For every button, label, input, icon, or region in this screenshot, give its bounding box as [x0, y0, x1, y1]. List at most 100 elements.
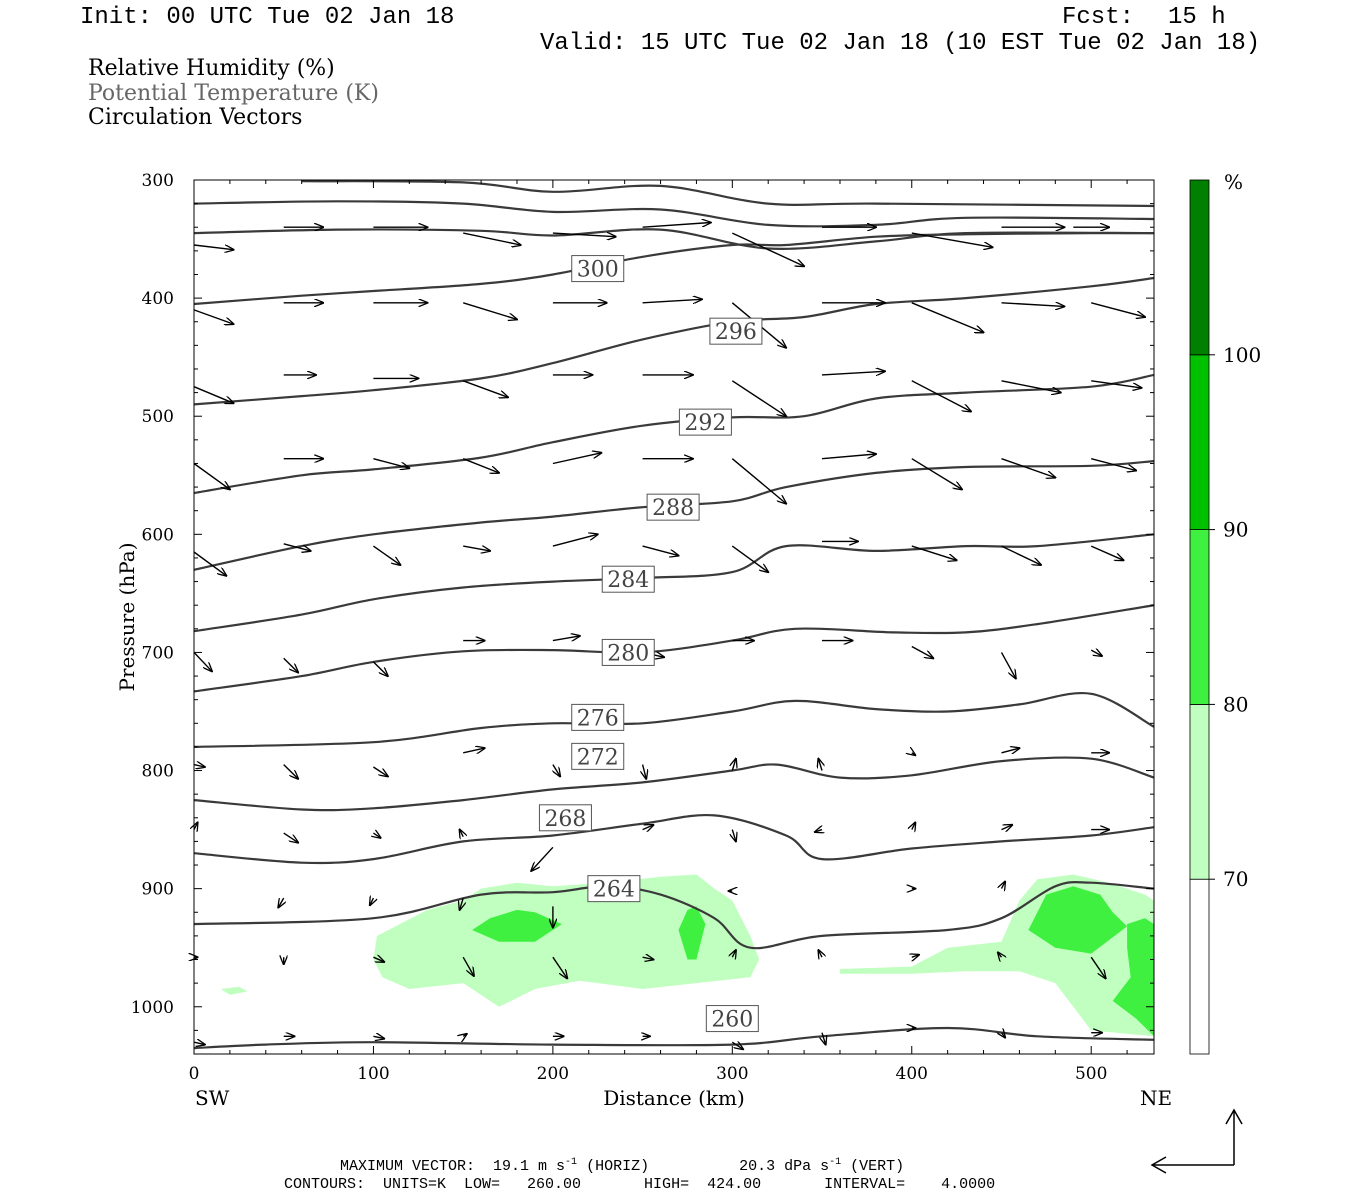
- colorbar-label: 100: [1223, 343, 1261, 367]
- circulation-vector: [283, 764, 298, 779]
- circulation-vector: [821, 454, 876, 460]
- circulation-vector: [1091, 302, 1145, 317]
- contour-label-276: 276: [577, 706, 619, 731]
- contour-label-292: 292: [684, 411, 726, 436]
- circulation-vector: [193, 651, 212, 671]
- colorbar-label: 80: [1223, 692, 1248, 716]
- circulation-vector: [818, 759, 822, 771]
- contour-label-box-292: [678, 408, 732, 436]
- circulation-vector: [552, 453, 601, 465]
- circulation-vector: [552, 534, 598, 547]
- theta-contour-276: [194, 691, 1154, 748]
- circulation-vector: [1091, 380, 1141, 388]
- rh-region-70-1: [220, 986, 248, 995]
- circulation-vector: [193, 765, 205, 767]
- colorbar-label: 90: [1223, 518, 1248, 542]
- circulation-vector: [732, 232, 804, 266]
- circulation-vector: [1002, 882, 1006, 889]
- max-vector-horiz-value: MAXIMUM VECTOR: 19.1 m s: [340, 1158, 566, 1175]
- max-vector-vert-value: 20.3 dPa s: [739, 1158, 830, 1175]
- x-axis-title: Distance (km): [603, 1086, 745, 1110]
- circulation-vector: [373, 1036, 384, 1038]
- x-end-label-sw: SW: [195, 1086, 230, 1110]
- circulation-vector: [193, 462, 230, 490]
- circulation-vector: [731, 458, 786, 504]
- circulation-vector: [1001, 748, 1020, 753]
- contour-label-box-276: [571, 703, 625, 731]
- circulation-vector: [278, 898, 283, 907]
- colorbar-swatch: [1189, 179, 1210, 356]
- theta-contour-284: [194, 533, 1154, 633]
- circulation-vector: [463, 546, 490, 551]
- relative-humidity-fill: [220, 874, 1154, 1037]
- circulation-vector: [1091, 458, 1136, 471]
- circulation-vector: [1090, 545, 1123, 560]
- y-axis-title: Pressure (hPa): [115, 543, 139, 692]
- contour-label-268: 268: [544, 807, 586, 832]
- potential-temperature-contours: [194, 180, 1154, 1050]
- contour-label-box-280: [601, 638, 655, 666]
- circulation-vector: [462, 956, 474, 976]
- circulation-vector: [1001, 458, 1056, 478]
- theta-contour-280: [194, 604, 1154, 693]
- rh-region-80-4: [678, 906, 706, 960]
- contour-labels: 260 264 268 272 276 280 284 288 292 296 300: [538, 255, 763, 1033]
- y-tick-label: 500: [142, 407, 174, 427]
- contour-label-284: 284: [607, 568, 649, 593]
- contour-label-288: 288: [652, 496, 694, 521]
- contour-label-296: 296: [715, 320, 757, 345]
- rh-region-80-3: [472, 909, 562, 942]
- unit-exponent: -1: [565, 1157, 578, 1168]
- colorbar-swatch: [1189, 529, 1210, 705]
- circulation-vector: [731, 1042, 743, 1049]
- circulation-vector: [912, 753, 916, 755]
- circulation-vector: [462, 380, 508, 398]
- rh-region-80-6: [1112, 918, 1154, 1037]
- x-tick-label: 100: [357, 1064, 389, 1084]
- max-vector-vert-label: (VERT): [850, 1158, 905, 1175]
- contour-label-box-296: [709, 317, 763, 345]
- theta-contour-268: [194, 813, 1154, 865]
- circulation-vector: [732, 759, 736, 771]
- rh-region-80-5: [1028, 886, 1128, 954]
- circulation-vector: [998, 952, 1002, 957]
- contour-label-264: 264: [593, 878, 635, 903]
- theta-contour-296: [194, 276, 1154, 406]
- circulation-vector: [642, 545, 679, 556]
- rh-region-70-2: [840, 874, 1154, 1037]
- contour-label-box-264: [587, 875, 641, 903]
- colorbar: 70 80 90 100: [1189, 179, 1261, 1055]
- circulation-vectors: [194, 223, 1145, 1050]
- contour-label-280: 280: [607, 641, 649, 666]
- circulation-vector: [372, 661, 387, 676]
- forecast-label: Fcst:: [1062, 4, 1135, 31]
- plot-frame: [193, 179, 1155, 1055]
- colorbar-swatch: [1189, 704, 1210, 880]
- unit-exponent: -1: [829, 1157, 842, 1168]
- circulation-vector: [642, 825, 654, 830]
- circulation-vector: [911, 458, 962, 490]
- theta-contour-300: [194, 231, 1154, 306]
- circulation-vector: [643, 764, 647, 779]
- circulation-vector: [1000, 652, 1016, 678]
- circulation-vector: [194, 823, 198, 830]
- colorbar-swatch: [1189, 354, 1210, 530]
- axes: 0 100 200 300 400 500 300 400 500 600 700 800 900 100…: [131, 171, 1154, 1084]
- legend-potential-temperature: Potential Temperature (K): [88, 81, 379, 106]
- circulation-vector: [462, 458, 499, 473]
- contour-label-box-288: [646, 493, 700, 521]
- contour-label-box-300: [571, 255, 625, 283]
- forecast-hour: 15 h: [1168, 4, 1226, 31]
- circulation-vector: [1001, 545, 1042, 565]
- circulation-vector: [462, 302, 517, 320]
- contour-label-box-284: [601, 565, 655, 593]
- circulation-vector: [1001, 825, 1013, 830]
- contour-label-box-268: [538, 804, 592, 832]
- contour-label-300: 300: [577, 258, 619, 283]
- circulation-vector: [193, 244, 234, 250]
- circulation-vector: [732, 829, 736, 842]
- circulation-vector: [732, 950, 736, 957]
- circulation-vector: [372, 545, 400, 565]
- y-tick-label: 800: [142, 762, 174, 782]
- circulation-vector: [1001, 380, 1061, 393]
